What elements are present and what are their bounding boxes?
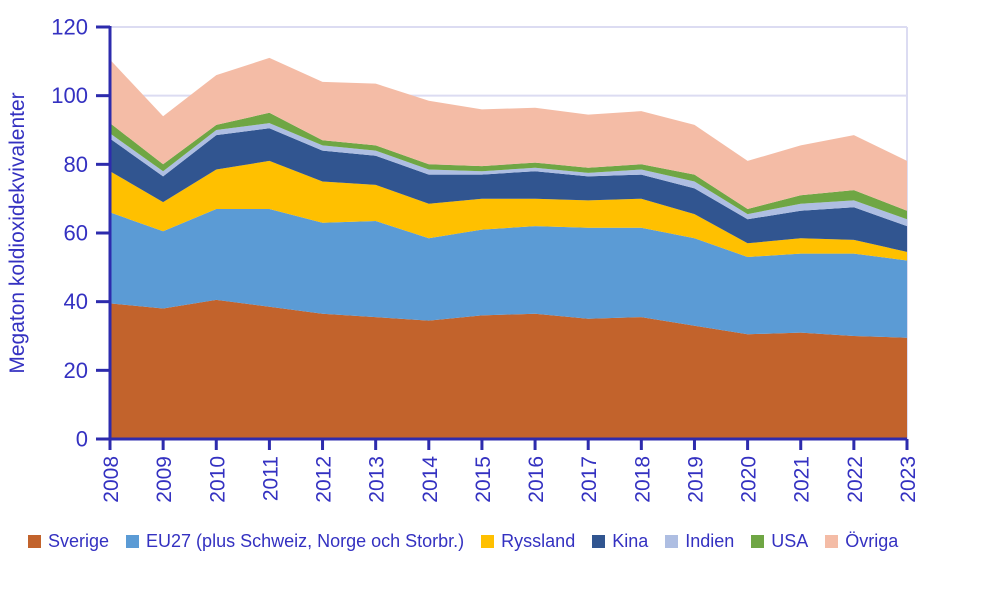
y-tick-label-20: 20 (64, 358, 88, 383)
legend-item-kina: Kina (592, 532, 648, 550)
y-tick-label-120: 120 (51, 15, 88, 40)
legend-label-sverige: Sverige (48, 531, 110, 551)
legend: Sverige EU27 (plus Schweiz, Norge och Sto… (0, 532, 1004, 550)
legend-item-sverige: Sverige (28, 532, 109, 550)
x-tick-label-2015: 2015 (472, 456, 495, 503)
y-tick-label-100: 100 (51, 83, 88, 108)
area-ryssland (110, 160, 907, 261)
legend-swatch-eu27-plus-schweiz-norge-och-storbr (126, 534, 140, 548)
legend-swatch-usa (751, 534, 765, 548)
legend-label-indien: Indien (685, 531, 735, 551)
legend-item-ryssland: Ryssland (481, 532, 575, 550)
x-tick-label-2017: 2017 (578, 456, 601, 503)
legend-swatch-ryssland (481, 534, 495, 548)
legend-swatch-sverige (28, 534, 41, 548)
legend-item-eu27-plus-schweiz-norge-och-storbr: EU27 (plus Schweiz, Norge och Storbr.) (126, 532, 464, 550)
legend-label-vriga: Övriga (845, 531, 899, 551)
y-axis-title: Megaton koldioxidekvivalenter (6, 92, 29, 373)
x-tick-label-2009: 2009 (153, 456, 176, 503)
legend-item-usa: USA (751, 532, 808, 550)
x-tick-label-2014: 2014 (419, 456, 442, 503)
legend-swatch-indien (665, 534, 679, 548)
y-tick-label-80: 80 (64, 152, 88, 177)
legend-item-vriga: Övriga (825, 532, 898, 550)
x-tick-label-2022: 2022 (844, 456, 867, 503)
area-usa (110, 112, 907, 220)
x-tick-label-2013: 2013 (366, 456, 389, 503)
area-eu27-plus-schweiz-norge-och-storbr (110, 209, 907, 338)
x-tick-label-2023: 2023 (897, 456, 920, 503)
x-tick-label-2018: 2018 (631, 456, 654, 503)
area-vriga (110, 57, 907, 211)
legend-label-kina: Kina (612, 531, 649, 551)
area-kina (110, 128, 907, 252)
stacked-area-chart: 0 20 40 60 80 100 120 2008 2009 2010 2011 2012 2013 2… (6, 15, 920, 503)
y-tick-label-40: 40 (64, 289, 88, 314)
legend-swatch-vriga (825, 534, 839, 548)
x-tick-label-2016: 2016 (525, 456, 548, 503)
legend-label-ryssland: Ryssland (501, 531, 576, 551)
y-tick-label-0: 0 (76, 427, 88, 452)
x-tick-label-2008: 2008 (100, 456, 123, 503)
y-tick-label-60: 60 (64, 221, 88, 246)
x-tick-label-2010: 2010 (206, 456, 229, 503)
legend-item-indien: Indien (665, 532, 734, 550)
legend-label-usa: USA (771, 531, 809, 551)
x-tick-label-2011: 2011 (259, 456, 282, 501)
area-sverige (110, 299, 907, 439)
legend-swatch-kina (592, 534, 606, 548)
legend-label-eu27-plus-schweiz-norge-och-storbr: EU27 (plus Schweiz, Norge och Storbr.) (146, 531, 465, 551)
x-tick-label-2020: 2020 (738, 456, 761, 503)
x-tick-label-2019: 2019 (684, 456, 707, 503)
x-tick-label-2021: 2021 (791, 456, 814, 503)
x-tick-label-2012: 2012 (313, 456, 336, 503)
